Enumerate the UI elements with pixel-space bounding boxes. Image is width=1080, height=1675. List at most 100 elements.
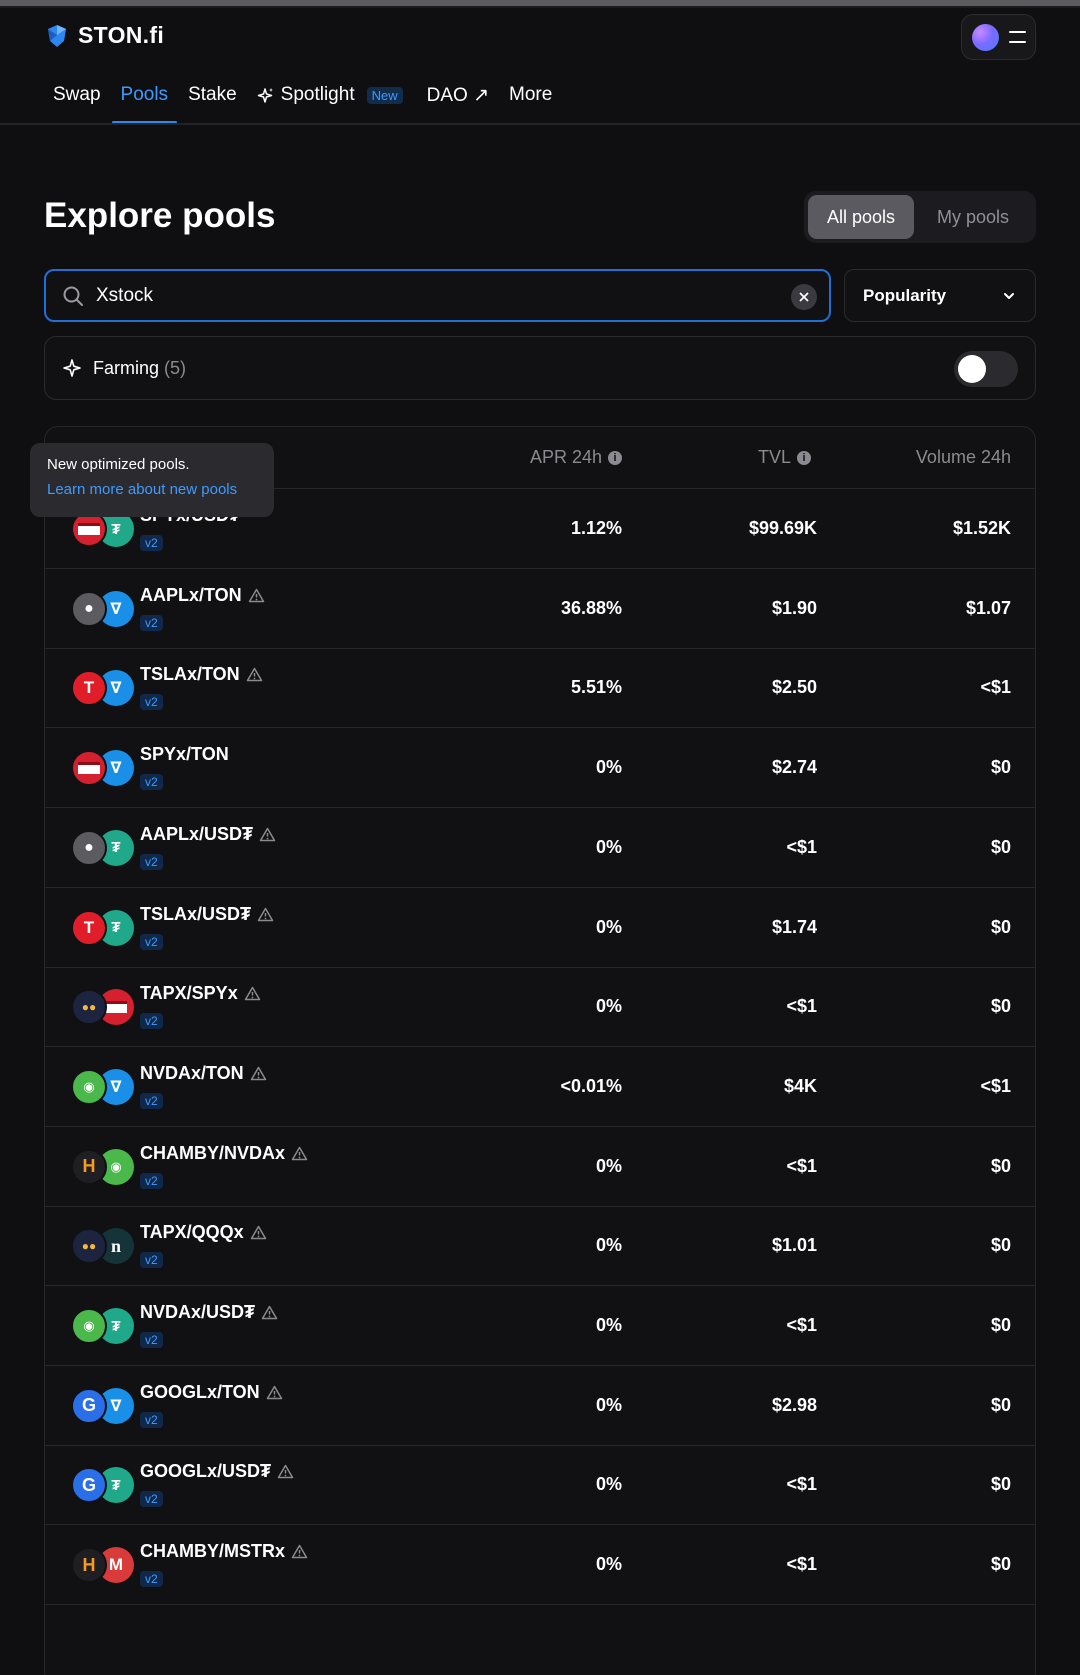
- token-pair-icons: ● ∇: [71, 590, 134, 629]
- tvl-value: $1.90: [771, 597, 817, 618]
- warning-icon[interactable]: [248, 588, 265, 603]
- token-pair-icons: G ₮: [71, 1467, 134, 1505]
- table-row[interactable]: ◉ ₮ NVDAx/USD₮ v2 0% <$1 $0: [45, 1286, 1035, 1366]
- nav-dao-label: DAO ↗: [426, 85, 489, 106]
- warning-icon[interactable]: [257, 907, 274, 922]
- tvl-value: $2.98: [771, 1394, 817, 1415]
- new-pools-tooltip: New optimized pools. Learn more about ne…: [30, 443, 274, 517]
- pair-name: AAPLx/USD₮: [140, 824, 276, 845]
- token-pair-icons: ₮: [71, 511, 134, 549]
- header-apr-label: APR 24h: [529, 447, 602, 467]
- header-apr[interactable]: APR 24h i: [530, 447, 622, 468]
- pair-label: GOOGLx/TON: [140, 1381, 260, 1402]
- tvl-value: $1.01: [771, 1235, 817, 1256]
- learn-more-link[interactable]: Learn more about new pools: [47, 481, 238, 498]
- all-pools-tab[interactable]: All pools: [808, 195, 914, 239]
- clear-search-button[interactable]: [791, 284, 817, 310]
- table-row[interactable]: ◉ ∇ NVDAx/TON v2 <0.01% $4K <$1: [45, 1047, 1035, 1127]
- table-row[interactable]: ●● TAPX/SPYx v2 0% <$1 $0: [45, 967, 1035, 1048]
- token-pair-icons: ● ₮: [71, 829, 134, 868]
- volume-value: $0: [990, 1474, 1011, 1495]
- warning-icon[interactable]: [246, 667, 263, 682]
- table-row[interactable]: H M CHAMBY/MSTRx v2 0% <$1 $0: [45, 1525, 1035, 1606]
- aaplx-icon: ●: [71, 590, 107, 627]
- volume-value: <$1: [980, 1075, 1011, 1096]
- apr-value: <0.01%: [560, 1075, 622, 1096]
- pair-name: SPYx/TON: [140, 744, 229, 765]
- warning-icon[interactable]: [244, 986, 261, 1001]
- sort-dropdown[interactable]: Popularity: [844, 269, 1036, 322]
- spyx-icon: [71, 750, 107, 787]
- table-row[interactable]: G ∇ GOOGLx/TON v2 0% $2.98 $0: [45, 1366, 1035, 1446]
- pair-name: GOOGLx/TON: [140, 1382, 283, 1403]
- version-badge: v2: [140, 694, 163, 711]
- nav-more-label: More: [509, 84, 553, 105]
- apr-value: 0%: [595, 1394, 622, 1415]
- nav-pools[interactable]: Pools: [111, 78, 178, 124]
- table-row[interactable]: T ₮ TSLAx/USD₮ v2 0% $1.74 $0: [45, 888, 1035, 968]
- version-badge: v2: [140, 1013, 163, 1030]
- nav-more[interactable]: More: [500, 78, 561, 124]
- warning-icon[interactable]: [259, 827, 276, 842]
- version-badge: v2: [140, 1092, 163, 1109]
- warning-icon[interactable]: [261, 1305, 278, 1320]
- info-icon[interactable]: i: [797, 450, 811, 465]
- apr-value: 0%: [595, 1155, 622, 1176]
- tvl-value: <$1: [786, 1554, 817, 1575]
- version-badge: v2: [140, 1571, 163, 1588]
- version-badge: v2: [140, 1491, 163, 1508]
- pair-label: CHAMBY/NVDAx: [140, 1142, 286, 1163]
- my-pools-tab[interactable]: My pools: [936, 206, 1010, 227]
- chamby-icon: H: [71, 1148, 107, 1185]
- pair-label: GOOGLx/USD₮: [140, 1461, 272, 1482]
- token-pair-icons: G ∇: [71, 1387, 134, 1426]
- chevron-down-icon: [1004, 292, 1014, 299]
- nav-swap-label: Swap: [53, 84, 101, 105]
- search-input[interactable]: [96, 284, 746, 307]
- search-box: [44, 269, 831, 322]
- table-row[interactable]: ● ∇ AAPLx/TON v2 36.88% $1.90 $1.07: [45, 569, 1035, 649]
- table-row[interactable]: H ◉ CHAMBY/NVDAx v2 0% <$1 $0: [45, 1127, 1035, 1207]
- pools-segmented-control: All pools My pools: [804, 191, 1036, 243]
- app-logo[interactable]: STON.fi: [44, 22, 164, 49]
- nav-spotlight[interactable]: Spotlight New: [248, 78, 412, 124]
- version-badge: v2: [140, 1332, 163, 1348]
- warning-icon[interactable]: [291, 1146, 308, 1161]
- nav-stake[interactable]: Stake: [179, 78, 246, 124]
- new-badge: New: [366, 87, 403, 104]
- table-row[interactable]: ∇ SPYx/TON v2 0% $2.74 $0: [45, 728, 1035, 809]
- wallet-menu-button[interactable]: [961, 14, 1036, 60]
- token-pair-icons: ●● n: [71, 1228, 134, 1266]
- pools-table: APR 24h i TVL i Volume 24h ₮ SPYx/USD₮ v…: [44, 426, 1036, 1675]
- table-row[interactable]: ● ₮ AAPLx/USD₮ v2 0% <$1 $0: [45, 808, 1035, 888]
- spyx-icon: [98, 989, 134, 1026]
- nav-swap[interactable]: Swap: [44, 78, 110, 124]
- farming-toggle[interactable]: [954, 351, 1018, 387]
- table-row[interactable]: G ₮ GOOGLx/USD₮ v2 0% <$1 $0: [45, 1445, 1035, 1526]
- info-icon[interactable]: i: [608, 450, 622, 465]
- version-badge: v2: [140, 1252, 163, 1269]
- sparkle-icon: [257, 88, 273, 103]
- header-tvl[interactable]: TVL i: [758, 447, 811, 468]
- warning-icon[interactable]: [266, 1385, 283, 1400]
- warning-icon[interactable]: [291, 1544, 308, 1559]
- tslax-icon: T: [71, 909, 107, 946]
- nav-dao[interactable]: DAO ↗: [418, 78, 498, 124]
- googlx-icon: G: [71, 1387, 107, 1424]
- farming-label: Farming: [93, 357, 160, 378]
- warning-icon[interactable]: [250, 1066, 267, 1081]
- header-volume[interactable]: Volume 24h: [916, 447, 1011, 468]
- toggle-knob: [958, 355, 986, 383]
- warning-icon[interactable]: [250, 1225, 267, 1240]
- table-row[interactable]: ●● n TAPX/QQQx v2 0% $1.01 $0: [45, 1206, 1035, 1287]
- close-icon: [799, 292, 809, 302]
- pair-name: TSLAx/TON: [140, 664, 263, 685]
- token-pair-icons: ◉ ₮: [71, 1308, 134, 1346]
- wallet-avatar: [971, 23, 999, 51]
- warning-icon[interactable]: [277, 1464, 294, 1479]
- table-row[interactable]: T ∇ TSLAx/TON v2 5.51% $2.50 <$1: [45, 648, 1035, 729]
- tvl-value: <$1: [786, 836, 817, 857]
- tvl-value: <$1: [786, 1474, 817, 1495]
- tapx-icon: ●●: [71, 1228, 107, 1265]
- version-badge: v2: [140, 535, 163, 551]
